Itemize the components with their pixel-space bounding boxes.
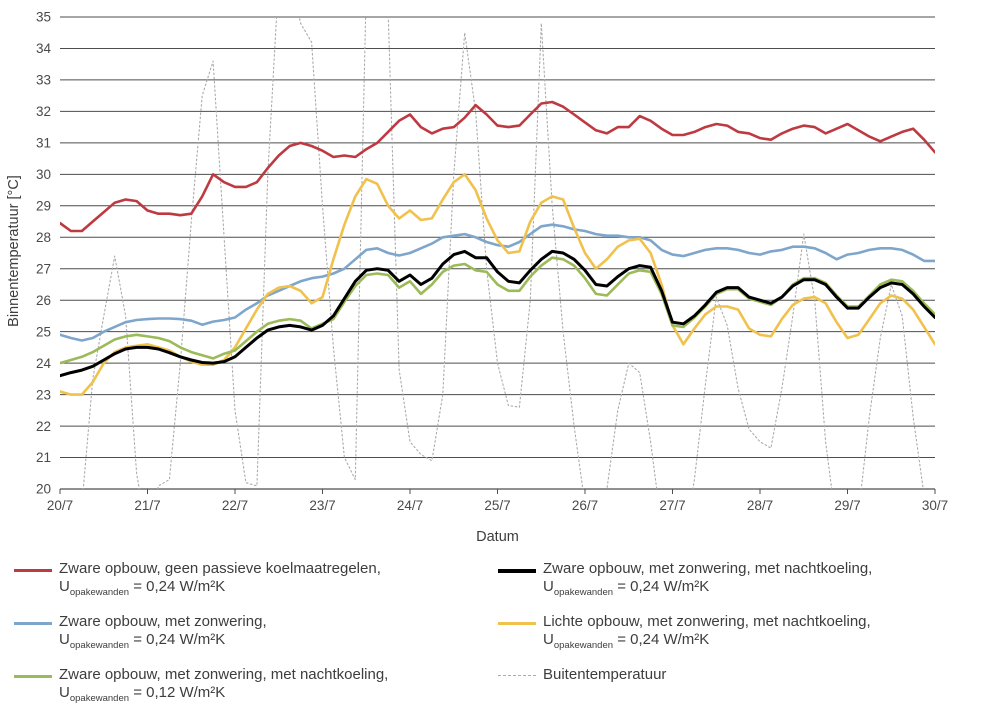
- legend-label: Zware opbouw, met zonwering, met nachtko…: [543, 560, 873, 577]
- legend-column-right: Zware opbouw, met zonwering, met nachtko…: [498, 560, 968, 712]
- x-tick-label: 25/7: [484, 498, 510, 513]
- series-zwaar-zonwering: [60, 223, 935, 342]
- y-tick-label: 28: [36, 230, 51, 245]
- x-tick-label: 30/7: [922, 498, 948, 513]
- legend-label: Buitentemperatuur: [543, 665, 667, 683]
- y-tick-label: 32: [36, 104, 51, 119]
- x-tick-label: 27/7: [659, 498, 685, 513]
- legend-label: Zware opbouw, geen passieve koelmaatrege…: [59, 560, 381, 577]
- y-tick-label: 22: [36, 419, 51, 434]
- legend-label: Zware opbouw, met zonwering, met nachtko…: [59, 665, 389, 683]
- x-axis-title: Datum: [476, 529, 519, 545]
- legend-line-blue: [14, 621, 52, 625]
- legend-label: Lichte opbouw, met zonwering, met nachtk…: [543, 612, 871, 630]
- y-axis-title: Binnentemperatuur [°C]: [6, 175, 22, 327]
- legend-u-value: Uopakewanden = 0,24 W/m²K: [543, 631, 710, 652]
- legend: Zware opbouw, geen passieve koelmaatrege…: [0, 560, 983, 712]
- legend-item-zwaar-geen-koeling: Zware opbouw, geen passieve koelmaatrege…: [14, 560, 484, 599]
- legend-u-value: Uopakewanden = 0,24 W/m²K: [59, 631, 226, 652]
- legend-item-zwaar-nachtkoeling-024: Zware opbouw, met zonwering, met nachtko…: [498, 560, 968, 599]
- x-tick-label: 28/7: [747, 498, 773, 513]
- y-tick-label: 35: [36, 10, 51, 25]
- y-tick-label: 31: [36, 136, 51, 151]
- y-tick-label: 34: [36, 41, 52, 56]
- legend-label: Zware opbouw, met zonwering,: [59, 612, 267, 630]
- legend-item-licht-nachtkoeling: Lichte opbouw, met zonwering, met nachtk…: [498, 613, 968, 652]
- legend-u-value: Uopakewanden = 0,24 W/m²K: [543, 578, 710, 599]
- x-tick-label: 20/7: [47, 498, 73, 513]
- y-tick-label: 29: [36, 199, 51, 214]
- x-tick-label: 26/7: [572, 498, 598, 513]
- legend-line-yellow: [498, 621, 536, 625]
- legend-line-dotted-gray: [498, 674, 536, 676]
- legend-item-zwaar-zonwering: Zware opbouw, met zonwering, Uopakewande…: [14, 613, 484, 652]
- x-tick-label: 24/7: [397, 498, 423, 513]
- series-zwaar-zonwering-nachtkoeling-024: [60, 249, 935, 378]
- legend-item-buitentemperatuur: Buitentemperatuur: [498, 666, 968, 684]
- x-tick-label: 21/7: [134, 498, 160, 513]
- x-tick-label: 29/7: [834, 498, 860, 513]
- legend-line-green: [14, 674, 52, 678]
- y-tick-label: 24: [36, 356, 52, 371]
- legend-line-black: [498, 569, 536, 573]
- x-tick-label: 22/7: [222, 498, 248, 513]
- y-tick-label: 33: [36, 73, 51, 88]
- temperature-line-chart: 20 21 22 23 24 25 26 27 28 29 30 31 32 33 34 35 20/7 21/7…: [36, 10, 948, 513]
- series-buitentemperatuur: [82, 17, 924, 489]
- y-tick-label: 27: [36, 261, 51, 276]
- series-zwaar-geen-koeling: [60, 100, 935, 233]
- x-tick-label: 23/7: [309, 498, 335, 513]
- legend-item-zwaar-nachtkoeling-012: Zware opbouw, met zonwering, met nachtko…: [14, 666, 484, 705]
- legend-column-left: Zware opbouw, geen passieve koelmaatrege…: [14, 560, 484, 712]
- legend-u-value: Uopakewanden = 0,12 W/m²K: [59, 684, 226, 705]
- y-tick-label: 23: [36, 387, 51, 402]
- y-tick-label: 21: [36, 450, 51, 465]
- legend-line-red: [14, 569, 52, 572]
- y-tick-label: 20: [36, 482, 51, 497]
- y-tick-label: 26: [36, 293, 51, 308]
- y-tick-label: 25: [36, 324, 51, 339]
- y-tick-label: 30: [36, 167, 51, 182]
- series-licht-zonwering-nachtkoeling: [60, 173, 935, 396]
- legend-u-value: Uopakewanden = 0,24 W/m²K: [59, 578, 226, 599]
